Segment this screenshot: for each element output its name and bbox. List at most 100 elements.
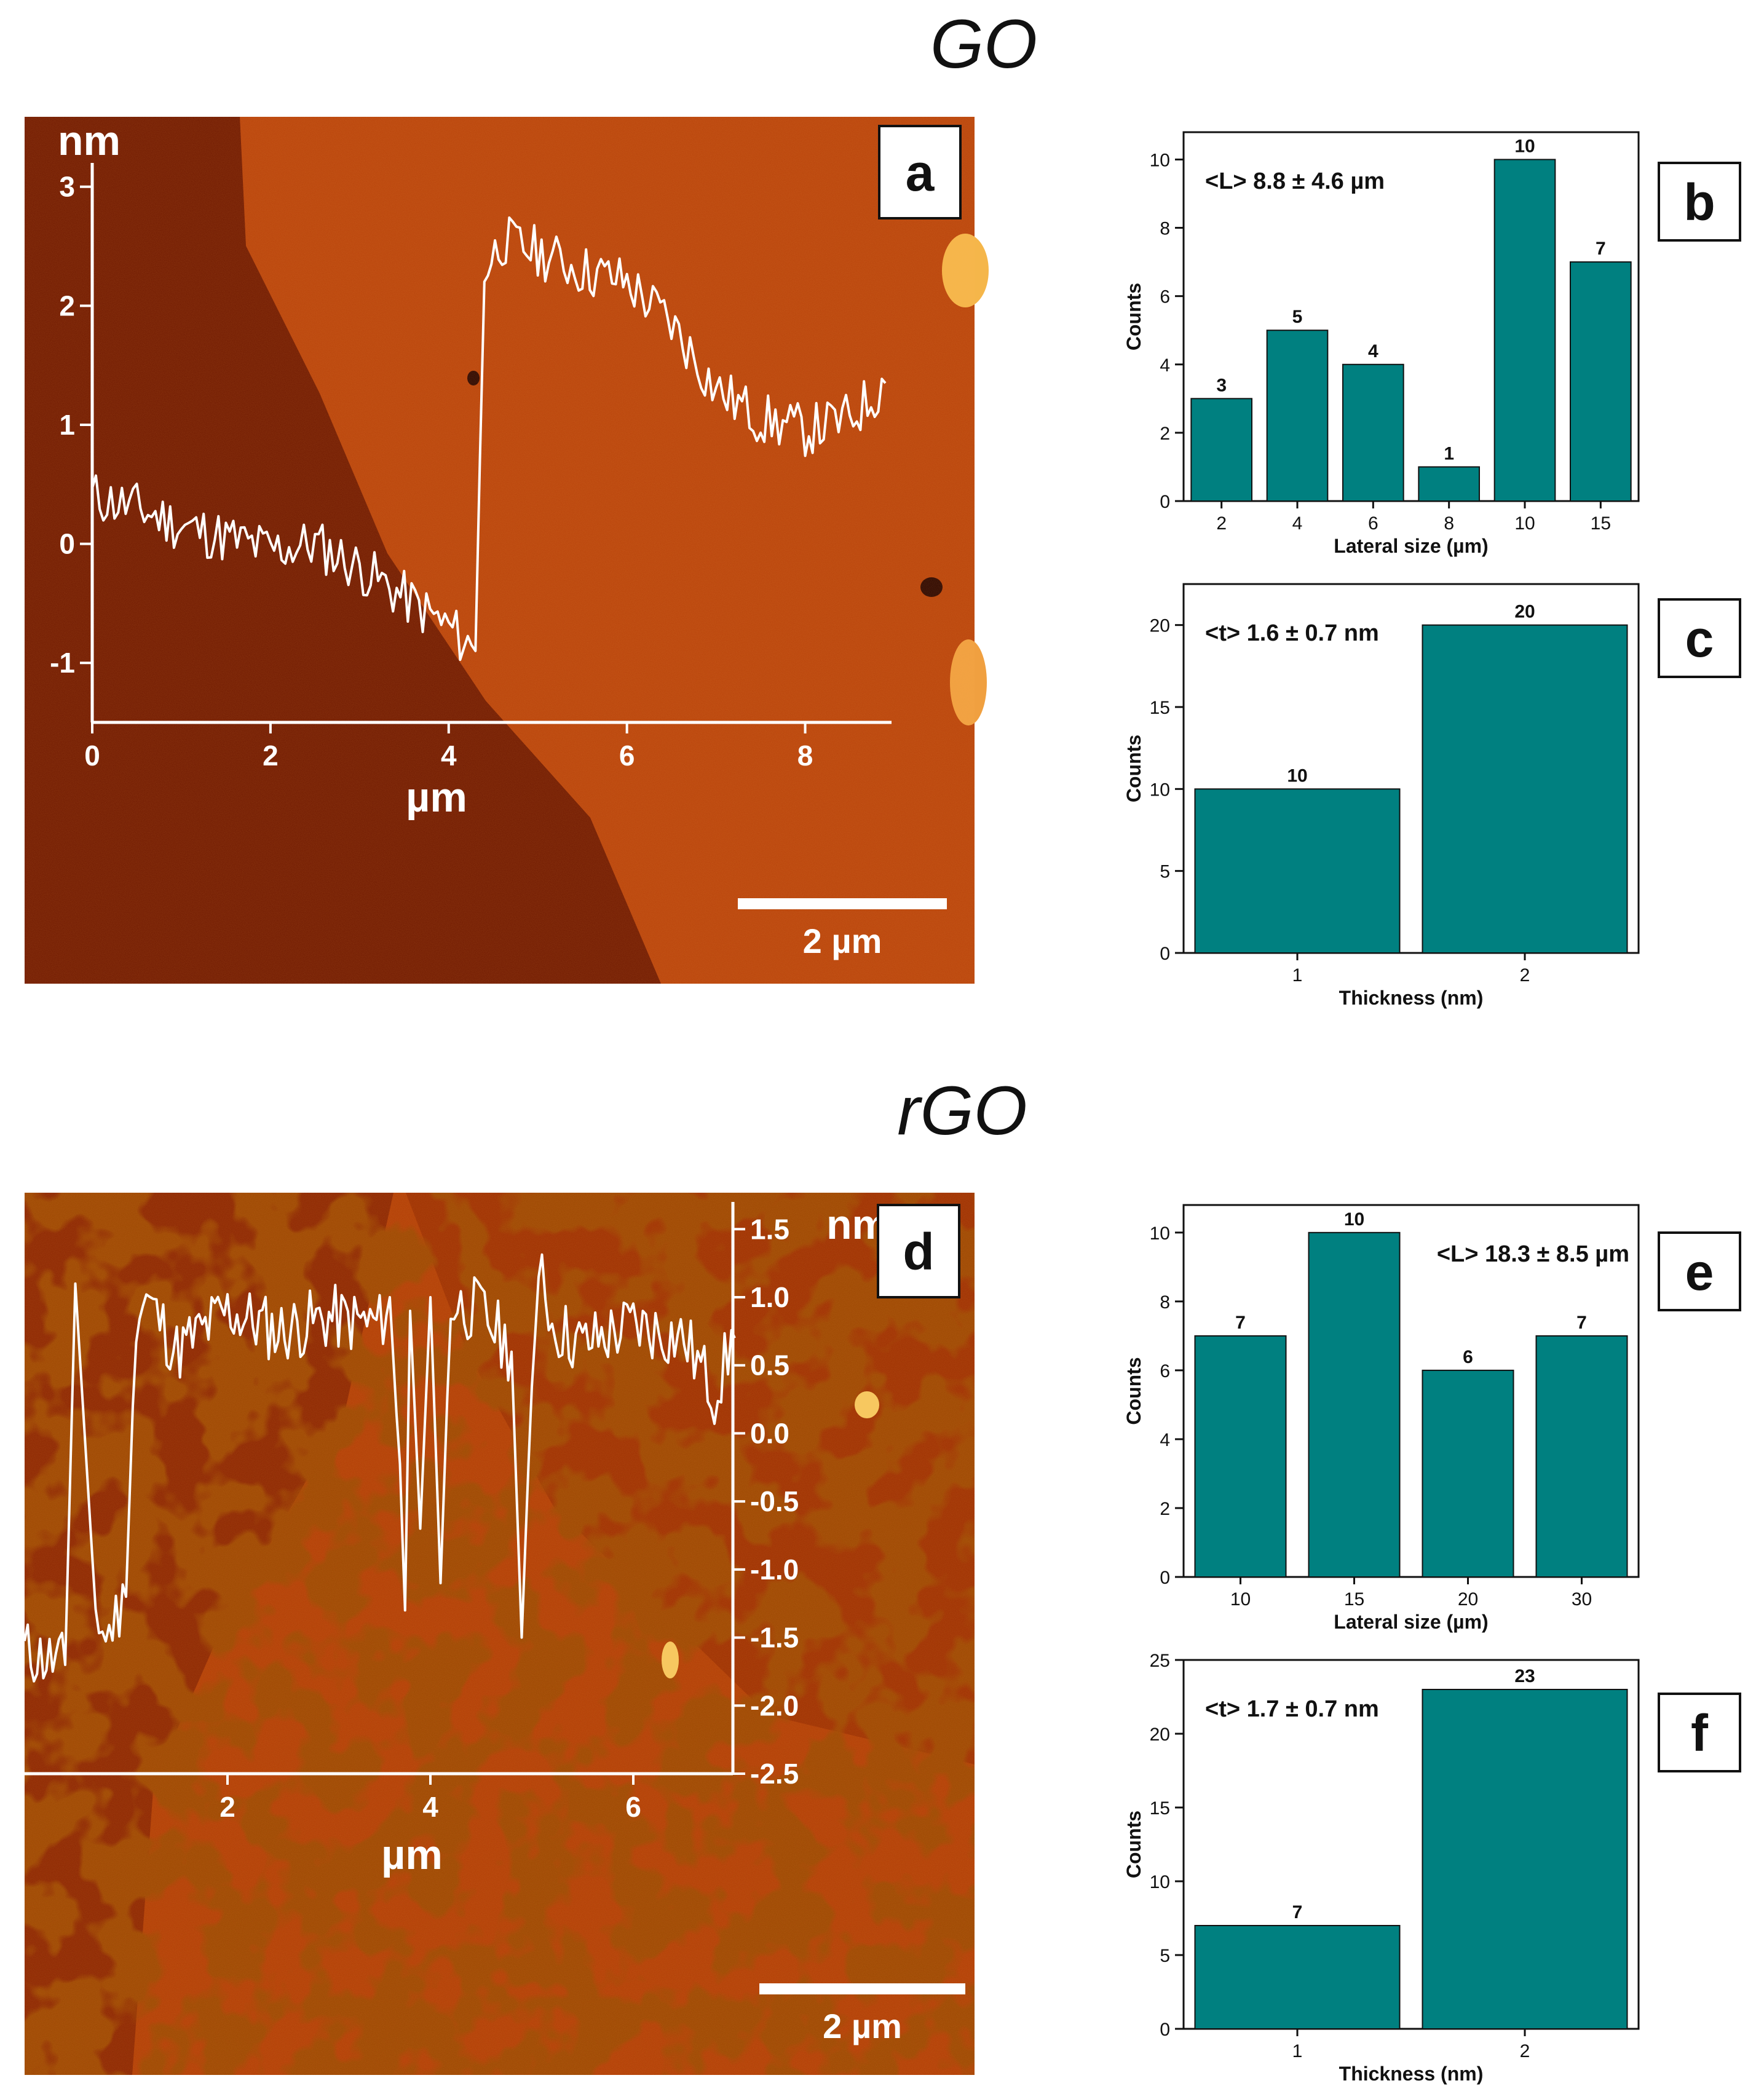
y-tick-label: 10 <box>1150 1872 1170 1892</box>
height-profile-line <box>91 216 887 662</box>
y-tick-label: 4 <box>1160 1430 1170 1450</box>
y-tick-label: 15 <box>1150 1798 1170 1819</box>
data-label: 10 <box>1514 136 1535 156</box>
y-tick-label: 2 <box>59 290 75 322</box>
x-axis-label: Lateral size (µm) <box>1334 535 1488 557</box>
bar <box>1422 624 1628 954</box>
panel-label: a <box>906 144 935 202</box>
x-tick-label: 10 <box>1230 1589 1251 1610</box>
bar <box>1194 1335 1287 1578</box>
x-tick-label: 4 <box>1292 513 1303 534</box>
bar <box>1535 1335 1628 1578</box>
panel-label-box <box>1658 1693 1741 1772</box>
afm-profile-a: -1 0 1 2 3 0 2 4 6 8 µm nm 2 µm a <box>50 117 962 960</box>
x-axis-label: Thickness (nm) <box>1339 2063 1484 2085</box>
data-label: 7 <box>1596 239 1606 259</box>
panel-label: e <box>1685 1243 1714 1301</box>
bar <box>1342 363 1404 502</box>
y-tick-label: 10 <box>1150 1223 1170 1244</box>
y-tick-label: 1 <box>59 409 75 441</box>
panel-label: f <box>1691 1704 1709 1762</box>
bar <box>1418 466 1480 502</box>
y-tick-label: 20 <box>1150 1725 1170 1745</box>
data-label: 1 <box>1444 443 1454 464</box>
data-label: 3 <box>1216 375 1227 395</box>
x-unit-label: µm <box>406 774 467 821</box>
x-tick-label: 15 <box>1591 513 1611 534</box>
x-tick-label: 8 <box>797 740 813 772</box>
histogram-e: 7 10 10 15 6 20 7 30 0 2 4 6 8 10 Lateral size (µm) Cou… <box>1123 1204 1741 1633</box>
x-tick-label: 2 <box>1520 2041 1530 2061</box>
x-tick-label: 2 <box>1520 965 1530 986</box>
scale-bar-label: 2 µm <box>823 2007 902 2045</box>
y-tick-label: 0 <box>1160 492 1170 512</box>
bar <box>1194 1925 1401 2029</box>
y-tick-label: 0 <box>1160 2020 1170 2040</box>
scale-bar-label: 2 µm <box>803 922 882 960</box>
heading-go: GO <box>930 6 1037 82</box>
bar <box>1422 1689 1628 2029</box>
bar <box>1493 159 1556 502</box>
height-profile-line <box>23 1253 736 1683</box>
histogram-b: 3 2 5 4 4 6 1 8 10 10 7 15 0 2 4 6 8 10 Lateral size (µm) C… <box>1123 131 1741 557</box>
y-tick-label: -2.0 <box>750 1689 799 1721</box>
x-tick-label: 2 <box>220 1791 235 1823</box>
x-tick-label: 20 <box>1458 1589 1478 1610</box>
bar <box>1570 261 1632 502</box>
y-tick-label: -2.5 <box>750 1758 799 1790</box>
panel-label-box <box>1658 598 1741 678</box>
data-label: 7 <box>1576 1313 1587 1333</box>
panel-label-box <box>1658 1231 1741 1311</box>
y-tick-label: 0.0 <box>750 1417 789 1449</box>
data-label: 7 <box>1235 1313 1246 1333</box>
y-axis-label: Counts <box>1123 1357 1145 1424</box>
y-tick-label: 6 <box>1160 287 1170 307</box>
data-label: 20 <box>1514 602 1535 622</box>
y-tick-label: 4 <box>1160 355 1170 376</box>
bar <box>1190 398 1253 502</box>
y-tick-label: 3 <box>59 171 75 203</box>
x-tick-label: 8 <box>1444 513 1454 534</box>
x-tick-label: 2 <box>1216 513 1227 534</box>
panel-label-box <box>877 1204 960 1298</box>
x-axis-label: Thickness (nm) <box>1339 987 1484 1009</box>
y-tick-label: 2 <box>1160 424 1170 444</box>
panel-label: d <box>903 1223 934 1281</box>
bar <box>1194 788 1401 954</box>
panel-label: c <box>1685 610 1714 668</box>
y-tick-label: 2 <box>1160 1499 1170 1519</box>
plot-frame <box>1182 1204 1640 1578</box>
panel-label-box <box>878 125 962 219</box>
x-tick-label: 30 <box>1572 1589 1592 1610</box>
x-tick-label: 1 <box>1292 965 1303 986</box>
plot-frame <box>1182 583 1640 954</box>
data-label: 4 <box>1368 341 1378 362</box>
x-tick-label: 4 <box>441 740 457 772</box>
x-axis-label: Lateral size (µm) <box>1334 1611 1488 1633</box>
x-tick-label: 10 <box>1514 513 1535 534</box>
y-tick-label: 1.0 <box>750 1281 789 1313</box>
data-label: 5 <box>1292 307 1303 327</box>
y-tick-label: -1.5 <box>750 1622 799 1654</box>
data-label: 10 <box>1344 1209 1364 1230</box>
data-label: 6 <box>1463 1347 1473 1367</box>
y-tick-label: 15 <box>1150 698 1170 718</box>
y-tick-label: -0.5 <box>750 1485 799 1517</box>
y-tick-label: 6 <box>1160 1361 1170 1381</box>
data-label: 10 <box>1287 765 1307 786</box>
y-tick-label: 5 <box>1160 1946 1170 1966</box>
y-tick-label: 25 <box>1150 1651 1170 1671</box>
x-tick-label: 6 <box>625 1791 641 1823</box>
y-axis-label: Counts <box>1123 735 1145 802</box>
mean-annotation: <L> 8.8 ± 4.6 µm <box>1205 168 1385 194</box>
y-tick-label: 0 <box>1160 944 1170 964</box>
plot-frame <box>1182 131 1640 502</box>
afm-profile-d: 1.51.00.50.0-0.5-1.0-1.5-2.0-2.52 4 6µmnm2… <box>23 1201 965 2045</box>
y-tick-label: 10 <box>1150 150 1170 170</box>
x-tick-label: 2 <box>263 740 279 772</box>
bar <box>1308 1231 1401 1578</box>
panel-label: b <box>1683 173 1715 231</box>
y-axis-label: Counts <box>1123 1811 1145 1878</box>
mean-annotation: <t> 1.6 ± 0.7 nm <box>1205 620 1379 646</box>
